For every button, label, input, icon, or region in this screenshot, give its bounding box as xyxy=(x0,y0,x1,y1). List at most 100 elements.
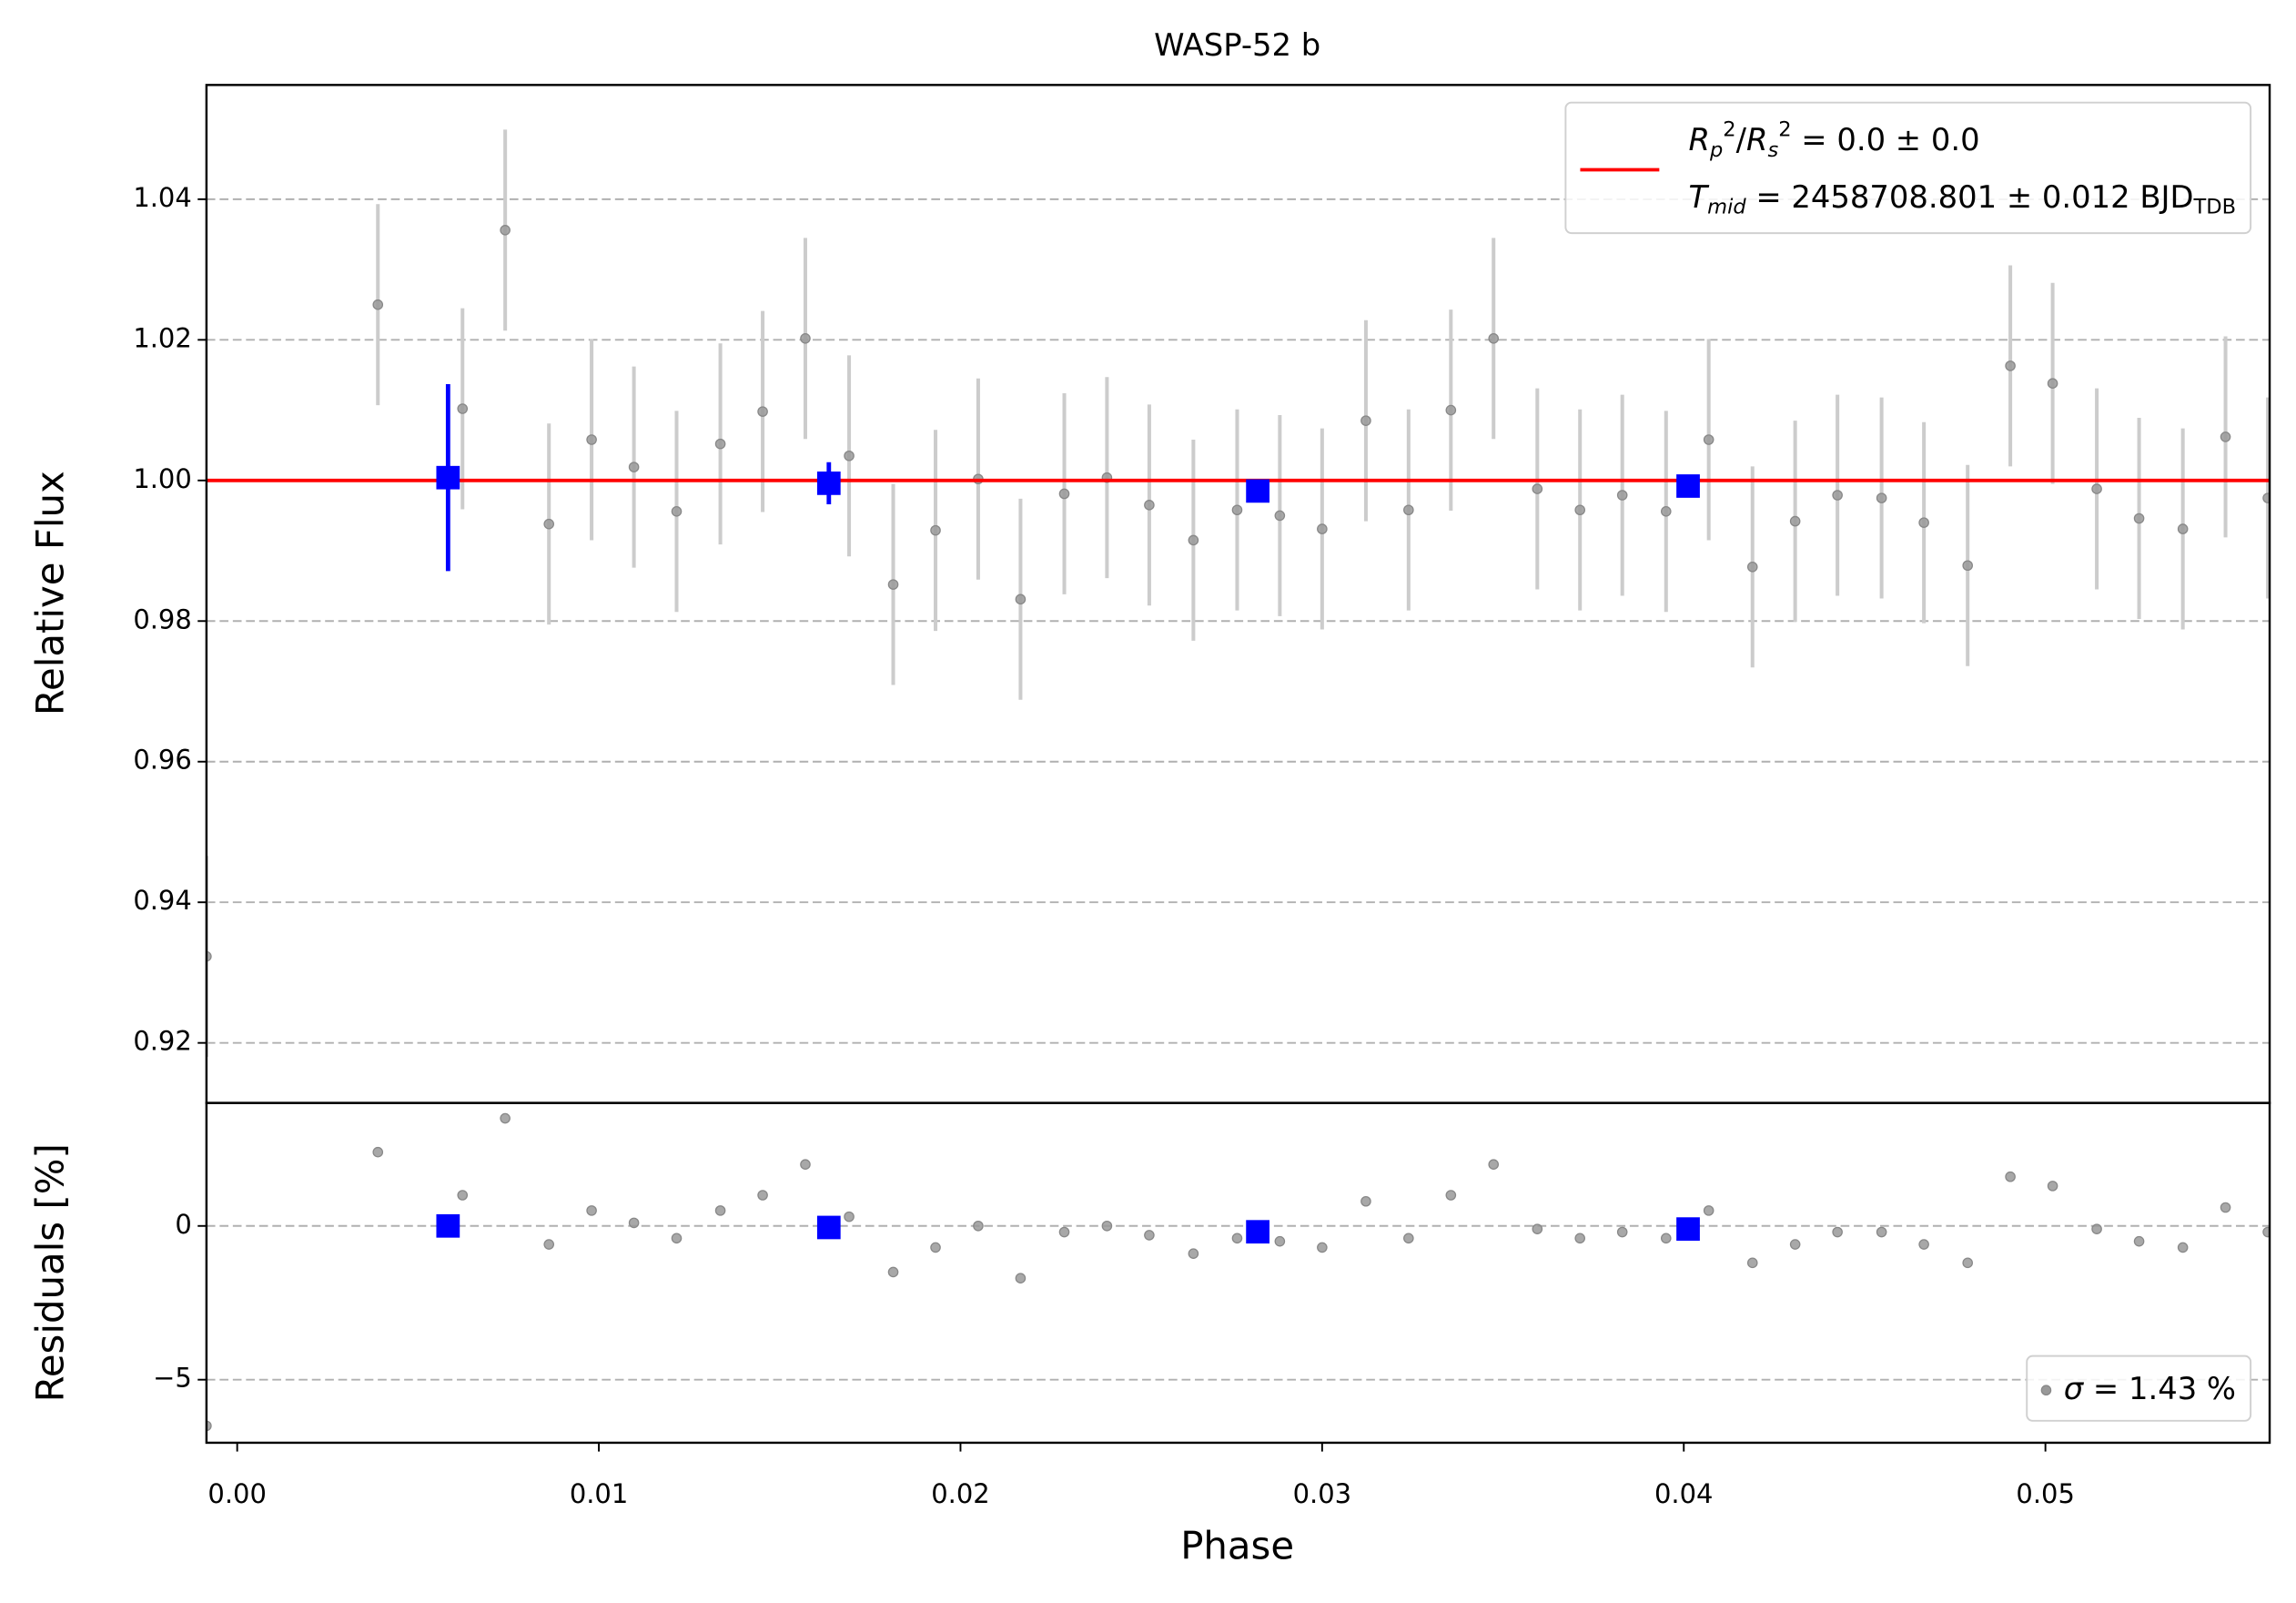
data-point xyxy=(2005,1171,2016,1182)
legend-text: s xyxy=(1768,137,1779,161)
data-point xyxy=(2177,523,2189,534)
data-point xyxy=(1703,1205,1714,1216)
binned-point xyxy=(1246,479,1269,503)
legend-text: / xyxy=(1736,122,1747,157)
axes-frame xyxy=(205,1101,2271,1445)
data-point xyxy=(1058,488,1070,500)
data-point xyxy=(1188,1248,1199,1259)
data-point xyxy=(1746,1257,1758,1269)
legend-label: σ = 1.43 % xyxy=(2064,1371,2236,1406)
legend-text: p xyxy=(1709,137,1723,161)
binned-point xyxy=(436,1213,460,1238)
data-point xyxy=(2177,1242,2189,1253)
data-point xyxy=(1231,1233,1243,1244)
data-point xyxy=(1445,1190,1457,1201)
data-point xyxy=(887,1266,899,1278)
data-point xyxy=(1015,594,1027,605)
legend-text: R xyxy=(1746,122,1767,157)
data-point xyxy=(1317,523,1328,534)
data-point xyxy=(671,505,683,517)
data-point xyxy=(372,1146,384,1158)
y-tick-label: 0.92 xyxy=(133,1026,191,1057)
data-point xyxy=(457,403,469,414)
x-tick-label: 0.03 xyxy=(1293,1478,1351,1509)
binned-point xyxy=(816,472,841,495)
data-point xyxy=(930,1242,941,1253)
x-tick-label: 0.01 xyxy=(570,1478,628,1509)
data-point xyxy=(1962,1257,1974,1269)
x-axis-label: Phase xyxy=(1180,1523,1294,1567)
data-point xyxy=(930,524,941,536)
legend-text: T xyxy=(1689,178,1710,214)
data-point xyxy=(1746,562,1758,573)
data-point xyxy=(1360,1195,1371,1207)
data-point xyxy=(1274,1235,1286,1247)
y-tick-label: 0.98 xyxy=(133,604,191,634)
binned-point xyxy=(1246,1220,1269,1244)
data-point xyxy=(2091,483,2102,494)
y-tick-label: 1.04 xyxy=(133,182,191,213)
data-point xyxy=(457,1190,469,1201)
data-point xyxy=(1403,1233,1414,1244)
data-point xyxy=(1101,1220,1113,1232)
data-point xyxy=(800,1159,811,1171)
data-point xyxy=(500,225,511,236)
chart-title: WASP-52 b xyxy=(1154,27,1320,63)
data-point xyxy=(1144,500,1155,511)
data-point xyxy=(671,1233,683,1244)
data-point xyxy=(1789,1239,1801,1250)
legend-text: TDB xyxy=(2192,195,2236,218)
plot-area xyxy=(206,129,2271,1058)
data-point xyxy=(1188,534,1199,546)
plot-area xyxy=(206,1112,2271,1432)
data-point xyxy=(1317,1242,1328,1253)
data-point xyxy=(1660,505,1672,517)
data-point xyxy=(1789,515,1801,527)
data-point xyxy=(844,450,855,462)
y-axis-label: Relative Flux xyxy=(27,471,72,715)
legend-text: = 1.43 % xyxy=(2083,1371,2236,1406)
data-point xyxy=(1876,492,1887,503)
y-tick-label: 0.94 xyxy=(133,885,191,916)
data-point xyxy=(2047,1181,2058,1192)
data-point xyxy=(1231,504,1243,516)
data-point xyxy=(1660,1233,1672,1244)
data-point xyxy=(1876,1226,1887,1238)
data-point xyxy=(2262,1226,2271,1238)
data-point xyxy=(887,579,899,590)
data-point xyxy=(757,1190,768,1201)
data-point xyxy=(1616,490,1628,501)
legend-text: 2 xyxy=(1778,117,1791,141)
data-point xyxy=(1574,1233,1585,1244)
data-point xyxy=(1058,1226,1070,1238)
data-point xyxy=(1274,510,1286,522)
x-tick-label: 0.02 xyxy=(931,1478,989,1509)
data-point xyxy=(2220,1202,2231,1213)
data-point xyxy=(1015,1273,1027,1283)
data-point xyxy=(1918,1239,1929,1250)
legend-text: mid xyxy=(1707,195,1746,218)
legend: σ = 1.43 % xyxy=(2026,1354,2252,1422)
legend-label: Tmid = 2458708.801 ± 0.012 BJDTDB xyxy=(1689,178,2237,218)
legend-text: 2 xyxy=(1723,117,1735,141)
data-point xyxy=(500,1112,511,1124)
legend-label: Rp2/Rs2 = 0.0 ± 0.0 xyxy=(1689,117,1980,162)
data-point xyxy=(372,299,384,310)
data-point xyxy=(1488,332,1500,344)
data-point xyxy=(844,1211,855,1223)
data-point xyxy=(1616,1226,1628,1238)
legend-box xyxy=(1564,101,2252,235)
binned-point xyxy=(816,1215,841,1240)
data-point xyxy=(714,438,726,450)
data-point xyxy=(1360,415,1371,426)
legend-text: σ xyxy=(2064,1371,2085,1406)
data-point xyxy=(628,1217,640,1229)
binned-point xyxy=(1676,1217,1700,1242)
data-point xyxy=(628,462,640,472)
data-point xyxy=(543,518,555,530)
binned-point xyxy=(1676,474,1700,498)
y-tick-label: 1.02 xyxy=(133,322,191,353)
y-axis-label: Residuals [%] xyxy=(27,1143,72,1402)
y-tick-label: −5 xyxy=(153,1363,192,1394)
